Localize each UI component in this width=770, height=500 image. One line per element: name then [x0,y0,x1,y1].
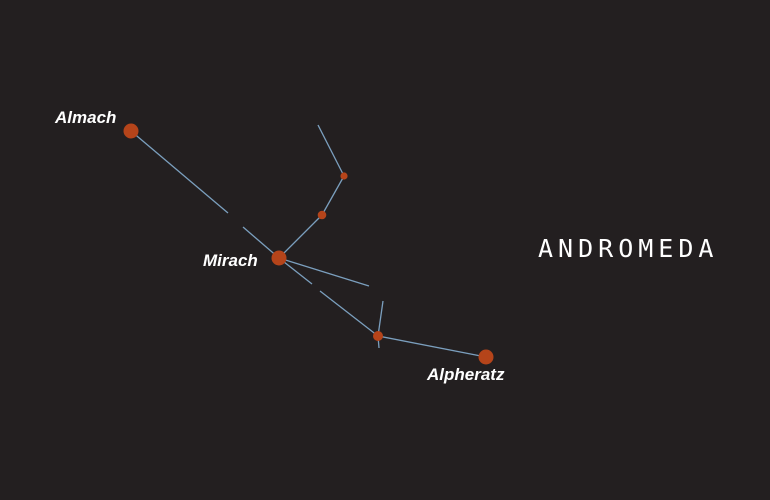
star-mirach [271,250,287,266]
line-almach-mirach-a [130,130,229,214]
line-delta-alpheratz [377,335,487,358]
star-mu [317,210,327,220]
line-mirach-branch [278,257,370,287]
label-mirach: Mirach [203,251,258,270]
line-mirach-mu [278,214,323,259]
star-alpheratz [478,349,494,365]
star-delta [373,331,383,341]
star-nu [340,172,348,180]
line-mu-nu [321,175,345,216]
line-nu-end [317,124,345,177]
line-mirach-delta-b [319,290,379,337]
label-alpheratz: Alpheratz [426,365,505,384]
label-almach: Almach [54,108,116,127]
star-almach [123,123,139,139]
line-delta-up [377,300,384,337]
constellation-title: ANDROMEDA [538,234,718,263]
constellation-lines [130,124,487,358]
stars [123,123,494,365]
star-labels: Almach Mirach Alpheratz [54,108,505,384]
line-almach-mirach-b [242,226,280,259]
